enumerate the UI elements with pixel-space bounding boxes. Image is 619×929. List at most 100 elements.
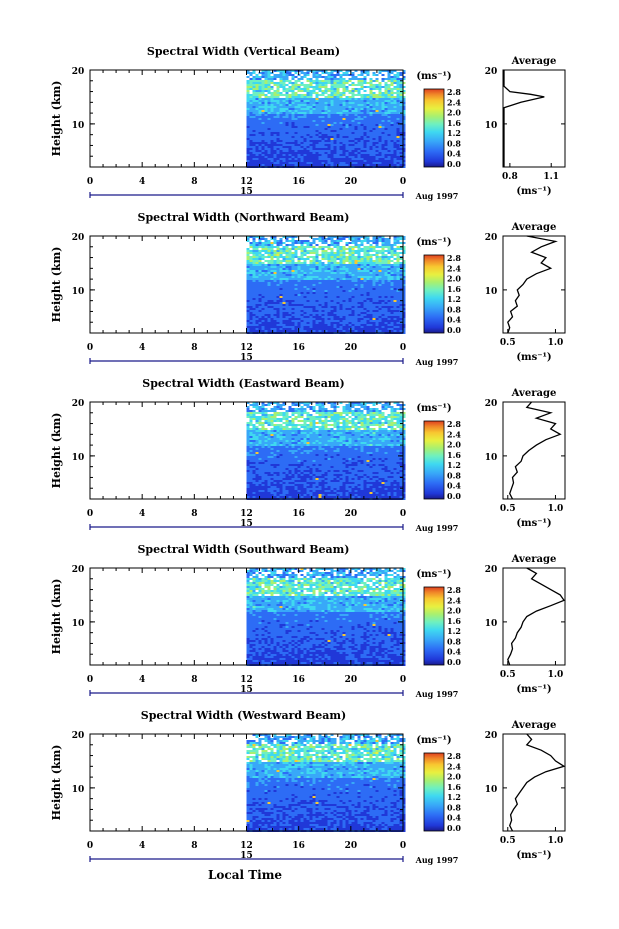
- colorbar-tick: 1.2: [447, 128, 461, 138]
- colorbar-tick: 2.4: [447, 761, 461, 771]
- date-label: 15: [240, 353, 253, 363]
- average-profile-line: [507, 235, 558, 334]
- colorbar-tick: 2.8: [447, 253, 461, 263]
- x-tick-label: 20: [345, 841, 358, 851]
- x-tick-label: 20: [345, 177, 358, 187]
- avg-x-tick: 0.5: [500, 504, 516, 514]
- x-tick-label: 4: [139, 675, 145, 685]
- colorbar-tick: 2.8: [447, 87, 461, 97]
- colorbar-unit: (ms⁻¹): [416, 71, 451, 82]
- date-label: 15: [240, 851, 253, 861]
- x-tick-label: 8: [191, 509, 197, 519]
- x-tick-label: 16: [292, 841, 305, 851]
- colorbar-tick: 2.0: [447, 108, 461, 118]
- y-tick-label: 20: [72, 233, 85, 243]
- colorbar-tick: 0.0: [447, 325, 461, 335]
- x-tick-label: 0: [87, 343, 93, 353]
- x-tick-label: 12: [240, 675, 253, 685]
- panel-title: Spectral Width (Northward Beam): [138, 211, 350, 224]
- y-tick-label: 20: [72, 67, 85, 77]
- x-tick-label: 12: [240, 177, 253, 187]
- heatmap-cells: [246, 402, 406, 500]
- figure-xlabel: Local Time: [208, 868, 282, 882]
- colorbar-tick: 1.2: [447, 460, 461, 470]
- y-axis-label: Height (km): [50, 579, 63, 655]
- average-xlabel: (ms⁻¹): [516, 186, 551, 197]
- heatmap-cells: [246, 568, 406, 666]
- x-tick-label: 20: [345, 509, 358, 519]
- panel-1: Spectral Width (Vertical Beam) 20 10 Height…: [50, 45, 566, 201]
- avg-x-tick: 1.1: [543, 172, 559, 182]
- avg-y-tick: 10: [485, 287, 498, 297]
- colorbar-tick: 0.0: [447, 159, 461, 169]
- average-frame: [502, 401, 566, 500]
- y-tick-label: 10: [72, 619, 85, 629]
- y-tick-label: 10: [72, 785, 85, 795]
- colorbar-tick: 2.0: [447, 274, 461, 284]
- colorbar-unit: (ms⁻¹): [416, 237, 451, 248]
- x-tick-label: 16: [292, 177, 305, 187]
- heatmap-cells: [246, 734, 406, 832]
- avg-y-tick: 20: [485, 731, 498, 741]
- average-xlabel: (ms⁻¹): [516, 352, 551, 363]
- avg-y-tick: 20: [485, 233, 498, 243]
- colorbar-tick: 2.8: [447, 585, 461, 595]
- x-tick-label: 4: [139, 343, 145, 353]
- colorbar: [423, 254, 445, 334]
- panel-title: Spectral Width (Eastward Beam): [142, 377, 344, 390]
- heatmap-cells: [246, 236, 406, 334]
- colorbar-tick: 0.8: [447, 802, 461, 812]
- colorbar-tick: 0.8: [447, 138, 461, 148]
- average-frame: [502, 733, 566, 832]
- x-tick-label: 0: [400, 675, 406, 685]
- average-title: Average: [511, 222, 557, 233]
- x-tick-label: 0: [87, 841, 93, 851]
- avg-x-tick: 0.5: [500, 670, 516, 680]
- x-tick-label: 20: [345, 675, 358, 685]
- avg-y-tick: 20: [485, 399, 498, 409]
- average-profile-line: [508, 401, 562, 500]
- avg-x-tick: 1.0: [548, 338, 564, 348]
- average-title: Average: [511, 56, 557, 67]
- y-tick-label: 20: [72, 399, 85, 409]
- colorbar-tick: 1.2: [447, 792, 461, 802]
- x-tick-label: 16: [292, 343, 305, 353]
- colorbar-tick: 1.6: [447, 118, 461, 128]
- date-suffix: Aug 1997: [415, 357, 459, 367]
- average-profile-line: [507, 567, 566, 666]
- avg-x-tick: 1.0: [548, 504, 564, 514]
- colorbar-tick: 2.0: [447, 440, 461, 450]
- y-axis-label: Height (km): [50, 745, 63, 821]
- avg-x-tick: 0.8: [502, 172, 518, 182]
- average-profile-line: [503, 70, 545, 167]
- x-tick-label: 0: [87, 177, 93, 187]
- x-tick-label: 16: [292, 509, 305, 519]
- average-title: Average: [511, 388, 557, 399]
- date-label: 15: [240, 187, 253, 197]
- y-tick-label: 10: [72, 287, 85, 297]
- average-title: Average: [511, 720, 557, 731]
- x-tick-label: 0: [400, 509, 406, 519]
- average-frame: [502, 567, 566, 666]
- date-suffix: Aug 1997: [415, 523, 459, 533]
- date-suffix: Aug 1997: [415, 689, 459, 699]
- average-xlabel: (ms⁻¹): [516, 850, 551, 861]
- colorbar-tick: 2.4: [447, 429, 461, 439]
- colorbar-tick: 0.0: [447, 657, 461, 667]
- colorbar-tick: 1.2: [447, 626, 461, 636]
- panel-title: Spectral Width (Southward Beam): [137, 543, 349, 556]
- colorbar: [423, 88, 445, 168]
- colorbar-tick: 2.0: [447, 606, 461, 616]
- heatmap-cells: [246, 70, 406, 168]
- colorbar-unit: (ms⁻¹): [416, 735, 451, 746]
- colorbar-tick: 0.4: [447, 813, 461, 823]
- date-suffix: Aug 1997: [415, 191, 459, 201]
- colorbar-tick: 1.6: [447, 616, 461, 626]
- date-label: 15: [240, 685, 253, 695]
- colorbar-tick: 2.0: [447, 772, 461, 782]
- colorbar: [423, 420, 445, 500]
- avg-y-tick: 10: [485, 619, 498, 629]
- colorbar-tick: 2.4: [447, 263, 461, 273]
- avg-y-tick: 20: [485, 67, 498, 77]
- colorbar-tick: 0.8: [447, 636, 461, 646]
